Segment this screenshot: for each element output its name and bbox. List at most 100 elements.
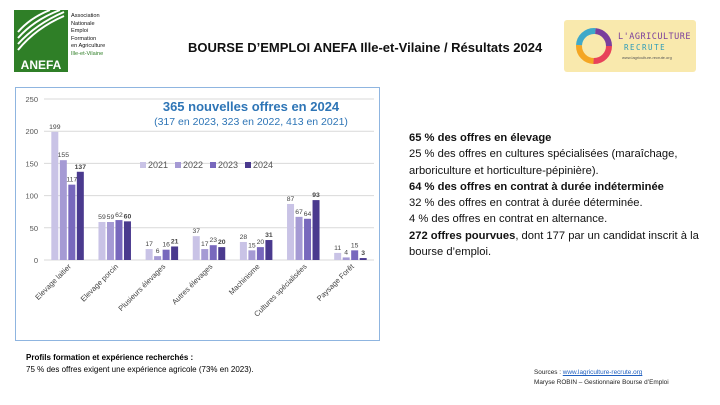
- y-tick-label: 200: [25, 127, 38, 136]
- profils-section: Profils formation et expérience recherch…: [26, 352, 254, 376]
- fact-cdi: 64 % des offres en contrat à durée indét…: [409, 180, 664, 193]
- chart-headline: 365 nouvelles offres en 2024: [162, 99, 340, 114]
- data-label: 28: [240, 234, 248, 241]
- legend-label: 2024: [253, 160, 273, 170]
- category-label: Machinisme: [227, 262, 262, 297]
- y-tick-label: 50: [30, 224, 38, 233]
- data-label: 59: [107, 214, 115, 221]
- bar: [256, 247, 264, 260]
- bar: [145, 249, 153, 260]
- fact-cdd: 32 % des offres en contrat à durée déter…: [409, 197, 643, 210]
- bar-chart: 0 50 100 150 200 250 199 155 117 137 Elevage laiti…: [25, 95, 374, 319]
- anefa-line: Nationale: [71, 20, 95, 27]
- category-label: Plusieurs élevages: [116, 262, 167, 313]
- data-label: 20: [257, 239, 265, 246]
- legend-label: 2021: [148, 160, 168, 170]
- bar: [68, 184, 76, 260]
- sources: Sources : www.lagriculture-recrute.org M…: [534, 368, 669, 388]
- data-label: 62: [115, 212, 123, 219]
- data-label: 67: [295, 209, 303, 216]
- bar: [312, 200, 320, 260]
- data-label: 21: [171, 238, 179, 245]
- y-tick-label: 0: [34, 256, 38, 265]
- bar: [59, 160, 67, 260]
- bar: [218, 247, 226, 260]
- data-label: 60: [124, 213, 132, 220]
- bar: [351, 250, 359, 260]
- bar: [201, 249, 209, 260]
- chart-container: 0 50 100 150 200 250 199 155 117 137 Elevage laiti…: [15, 87, 380, 341]
- data-label: 17: [201, 241, 209, 248]
- fact-pourvues-rest: , dont 177 par un candidat inscrit à la …: [409, 229, 699, 259]
- anefa-association-text: Association Nationale Emploi Formation e…: [71, 13, 105, 59]
- data-label: 23: [209, 237, 217, 244]
- bar: [359, 258, 367, 260]
- data-label: 15: [351, 242, 359, 249]
- data-label: 87: [287, 196, 295, 203]
- chart-subheadline: (317 en 2023, 323 en 2022, 413 en 2021): [154, 116, 348, 128]
- category-label: Elevage porcin: [79, 262, 120, 303]
- legend-label: 2022: [183, 160, 203, 170]
- data-label: 15: [248, 242, 256, 249]
- logo-text-line1: L'AGRICULTURE: [618, 32, 692, 42]
- sources-link[interactable]: www.lagriculture-recrute.org: [562, 369, 643, 376]
- data-label: 137: [75, 164, 87, 171]
- colorful-ring-icon: [576, 28, 612, 64]
- bar: [342, 257, 350, 260]
- anefa-logo-graphic: ANEFA: [14, 10, 68, 72]
- category-label: Autres élevages: [170, 262, 215, 307]
- bar: [123, 221, 131, 260]
- bar: [115, 220, 123, 260]
- sources-author: Maryse ROBIN – Gestionnaire Bourse d’Emp…: [534, 379, 669, 386]
- anefa-line: en Agriculture: [71, 43, 106, 50]
- bar: [76, 171, 84, 260]
- data-label: 6: [156, 248, 160, 255]
- bar: [106, 222, 114, 260]
- data-label: 59: [98, 214, 106, 221]
- anefa-line: Formation: [71, 35, 97, 42]
- key-facts: 65 % des offres en élevage 25 % des offr…: [409, 130, 709, 260]
- anefa-line: Emploi: [71, 28, 89, 35]
- bar: [154, 256, 162, 260]
- data-label: 4: [344, 249, 348, 256]
- bar: [287, 203, 295, 260]
- y-tick-label: 100: [25, 192, 38, 201]
- anefa-department: Ille-et-Vilaine: [71, 50, 104, 57]
- data-label: 199: [49, 124, 61, 131]
- sources-label: Sources :: [534, 369, 563, 376]
- bar: [265, 240, 273, 260]
- category-label: Paysage Forêt: [315, 261, 357, 303]
- data-label: 155: [58, 152, 70, 159]
- bar: [98, 222, 106, 260]
- data-label: 31: [265, 232, 273, 239]
- legend-swatch: [210, 162, 216, 168]
- category-label: Cultures spécialisées: [252, 262, 309, 319]
- bar: [192, 236, 200, 260]
- bar: [162, 249, 170, 260]
- bar: [248, 250, 256, 260]
- legend-swatch: [175, 162, 181, 168]
- data-label: 64: [304, 211, 312, 218]
- bar: [171, 246, 179, 260]
- fact-elevage: 65 % des offres en élevage: [409, 132, 552, 144]
- page-title: BOURSE D’EMPLOI ANEFA Ille-et-Vilaine / …: [188, 40, 543, 55]
- y-tick-label: 250: [25, 95, 38, 104]
- y-tick-label: 150: [25, 159, 38, 168]
- bar: [334, 252, 342, 260]
- logo-url: www.lagriculture-recrute.org: [622, 55, 672, 60]
- fact-pourvues-bold: 272 offres pourvues: [409, 229, 516, 242]
- anefa-brand: ANEFA: [21, 58, 62, 72]
- fact-alternance: 4 % des offres en contrat en alternance.: [409, 213, 608, 226]
- data-label: 16: [162, 242, 170, 249]
- legend-swatch: [140, 162, 146, 168]
- anefa-logo: ANEFA Association Nationale Emploi Forma…: [14, 10, 118, 76]
- legend-swatch: [245, 162, 251, 168]
- category-label: Elevage laitier: [33, 262, 73, 302]
- data-label: 20: [218, 239, 226, 246]
- bar: [209, 245, 217, 260]
- data-label: 117: [66, 177, 77, 184]
- data-label: 3: [361, 250, 365, 257]
- data-label: 17: [145, 241, 153, 248]
- logo-text-line2: RECRUTE: [624, 43, 667, 52]
- bar: [295, 216, 303, 260]
